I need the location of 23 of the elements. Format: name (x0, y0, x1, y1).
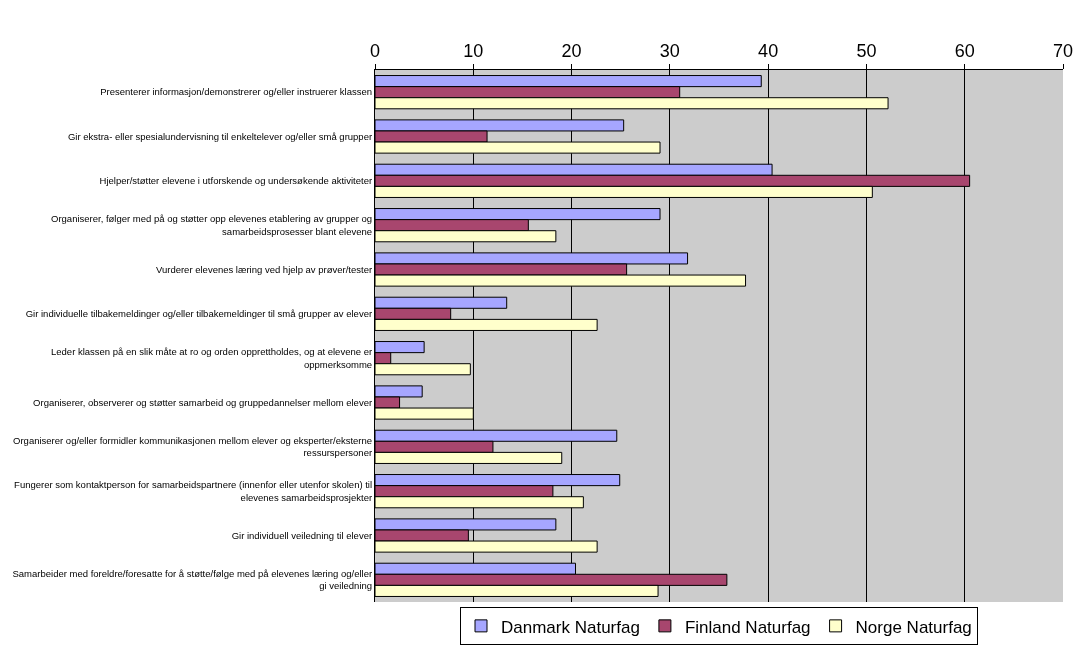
y-tick-label: Leder klassen på en slik måte at ro og orden opprettholdes, og at elevene er oppmerksomme (51, 346, 373, 370)
x-tick-label: 30 (659, 40, 680, 61)
y-tick-label: Presenterer informasjon/demonstrerer og/eller instruerer klassen (100, 86, 373, 98)
y-tick-label: Organiserer, observerer og støtter samarbeid og gruppedannelser mellom elever (33, 396, 373, 408)
y-tick-label: Fungerer som kontaktperson for samarbeidspartnere (innenfor eller utenfor skolen) til elevenes samarbeidsprosjekter (14, 479, 373, 503)
y-tick-label: Vurderer elevenes læring ved hjelp av prøver/tester (155, 263, 373, 275)
x-tick-label: 0 (369, 40, 381, 61)
x-tick-label: 50 (856, 40, 877, 61)
x-tick-label: 40 (758, 40, 779, 61)
y-tick-label: Hjelper/støtter elevene i utforskende og undersøkende aktiviteter (99, 175, 373, 187)
y-tick-label: Gir ekstra- eller spesialundervisning til enkeltelever og/eller små grupper (67, 130, 373, 142)
y-tick-label: Gir individuell veiledning til elever (231, 529, 373, 541)
legend-label: Danmark Naturfag (501, 617, 640, 637)
legend-label: Norge Naturfag (855, 617, 972, 637)
y-tick-label: Gir individuelle tilbakemeldinger og/eller tilbakemeldinger til små grupper av elever (25, 308, 373, 320)
x-tick-label: 70 (1052, 40, 1074, 61)
y-tick-label: Samarbeider med foreldre/foresatte for å støtte/følge med på elevenes læring og/eller gi veiledning (12, 567, 373, 592)
x-tick-label: 20 (561, 40, 582, 61)
x-tick-label: 60 (954, 40, 975, 61)
y-tick-label: Organiserer, følger med på og støtter opp elevenes etablering av grupper og samarbeidsprosesser blant elevene (51, 213, 373, 237)
legend-label: Finland Naturfag (684, 617, 811, 637)
y-tick-label: Organiserer og/eller formidler kommunikasjonen mellom elever og eksperter/eksterne ressurspersoner (13, 434, 373, 459)
x-tick-label: 10 (463, 40, 484, 61)
